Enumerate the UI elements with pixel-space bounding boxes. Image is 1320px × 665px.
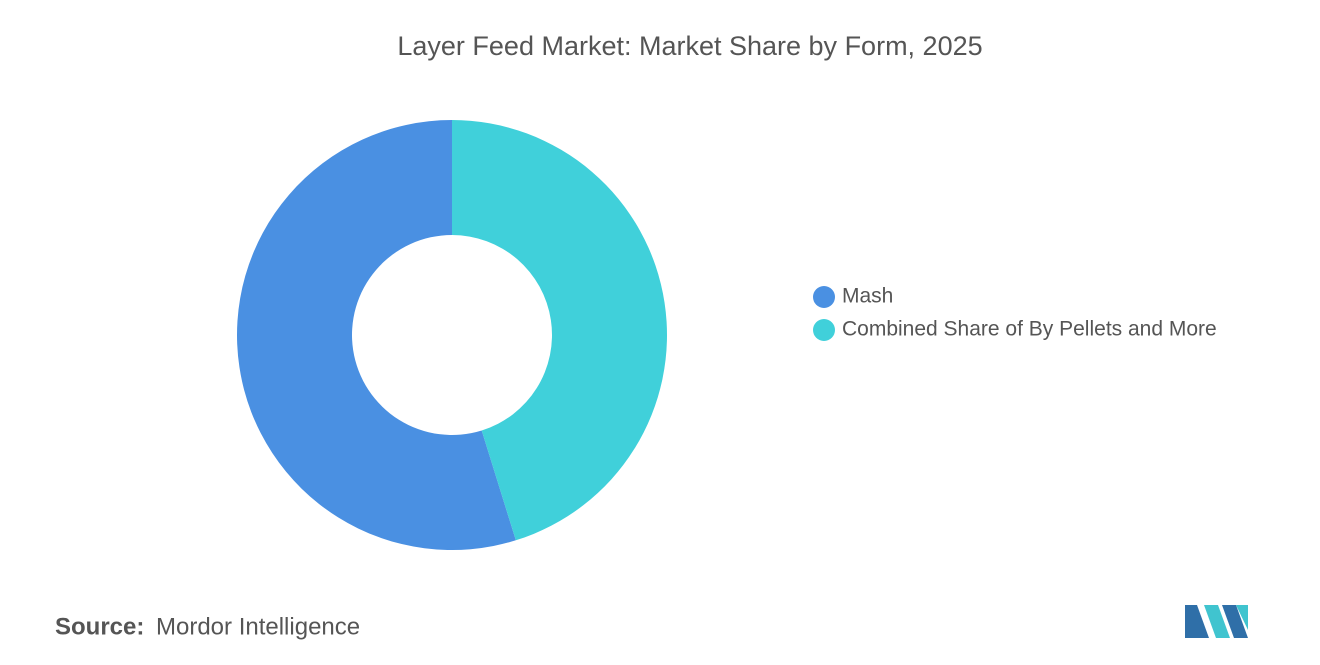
legend-marker <box>813 286 835 308</box>
legend-marker <box>813 319 835 341</box>
legend-label: Combined Share of By Pellets and More <box>842 318 1217 341</box>
legend-label: Mash <box>842 285 893 308</box>
donut-slice <box>452 120 667 541</box>
source-label: Source: <box>55 613 144 640</box>
source: Mordor Intelligence <box>156 613 360 640</box>
chart-title: Layer Feed Market: Market Share by Form,… <box>397 31 982 61</box>
donut-slice <box>237 120 516 550</box>
logo <box>1185 605 1248 638</box>
